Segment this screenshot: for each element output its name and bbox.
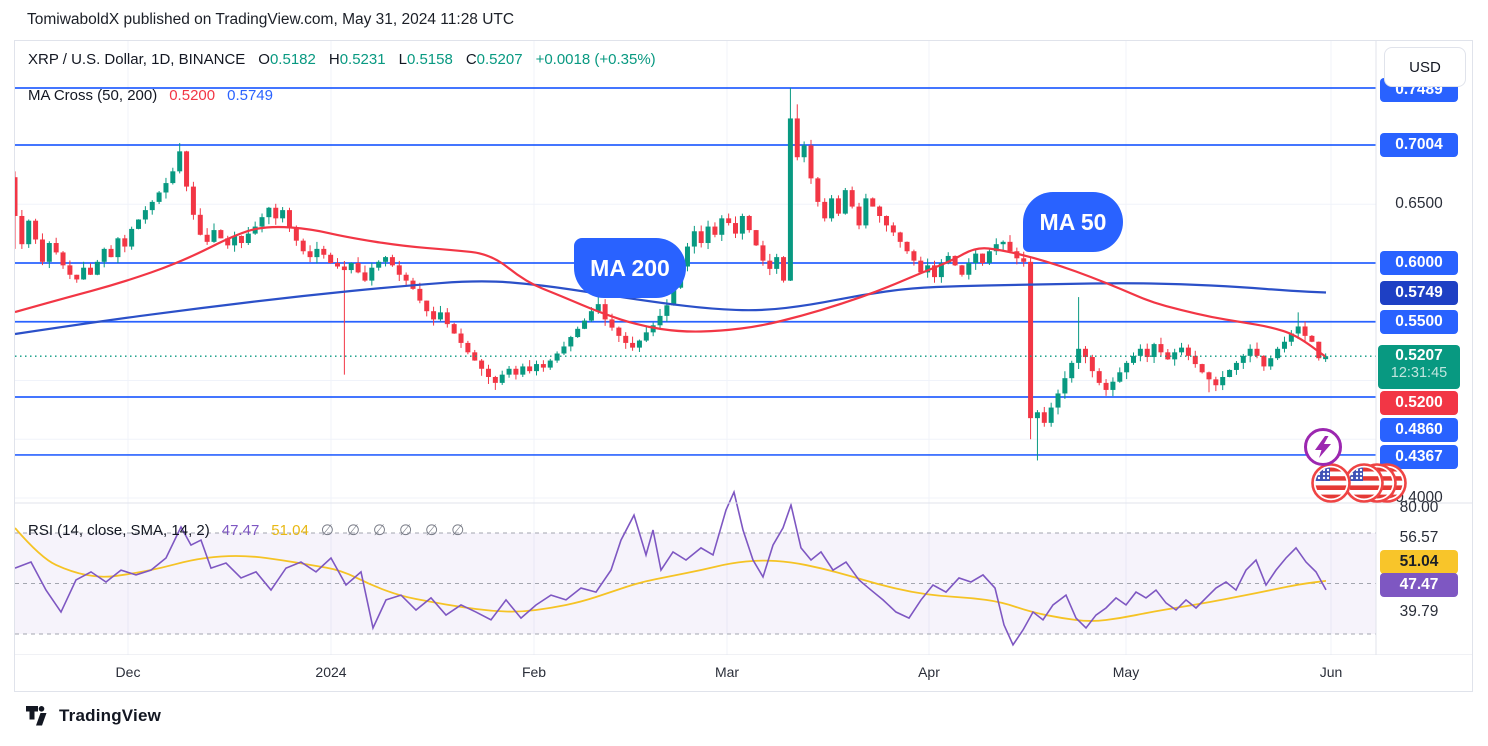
price-axis-label: 51.04 bbox=[1380, 550, 1458, 574]
rsi-empty-plots: ∅ ∅ ∅ ∅ ∅ ∅ bbox=[321, 521, 464, 539]
symbol-legend: XRP / U.S. Dollar, 1D, BINANCE O0.5182 H… bbox=[28, 51, 656, 68]
symbol-title: XRP / U.S. Dollar, 1D, BINANCE bbox=[28, 51, 246, 68]
tradingview-brand-text: TradingView bbox=[59, 706, 162, 725]
price-axis-label: 39.79 bbox=[1399, 603, 1439, 620]
price-axis-label: 0.5200 bbox=[1380, 391, 1458, 415]
price-chart-canvas[interactable] bbox=[15, 41, 1472, 691]
time-axis-label: Feb bbox=[521, 664, 547, 680]
time-axis-label: Mar bbox=[714, 664, 740, 680]
ma200-value: 0.5749 bbox=[227, 87, 273, 104]
ohlc-open: O0.5182 bbox=[258, 51, 316, 68]
rsi-empty-plot-mark: ∅ bbox=[373, 522, 387, 539]
ma50-value: 0.5200 bbox=[169, 87, 216, 104]
price-axis-label: 0.6500 bbox=[1395, 195, 1443, 212]
ma50-bubble[interactable]: MA 50 bbox=[1023, 192, 1123, 252]
ohlc-close: C0.5207 bbox=[465, 51, 523, 68]
rsi-legend: RSI (14, close, SMA, 14, 2) 47.47 51.04 … bbox=[28, 521, 464, 539]
currency-toggle-button[interactable]: USD bbox=[1384, 47, 1466, 87]
time-axis-label: Apr bbox=[918, 664, 940, 680]
us-flag-reaction-icon[interactable] bbox=[1313, 465, 1406, 502]
time-axis-label: Dec bbox=[115, 664, 141, 680]
price-axis-label: 47.47 bbox=[1380, 573, 1458, 597]
lightning-reaction-icon[interactable] bbox=[1304, 428, 1342, 466]
ohlc-low: L0.5158 bbox=[398, 51, 453, 68]
rsi-empty-plot-mark: ∅ bbox=[425, 522, 439, 539]
time-axis-label: Jun bbox=[1319, 664, 1343, 680]
ma-cross-title: MA Cross (50, 200) bbox=[28, 87, 158, 104]
time-axis-label: 2024 bbox=[315, 664, 347, 680]
current-price-badge: 0.5207 12:31:45 bbox=[1378, 345, 1460, 389]
chart-card: XRP / U.S. Dollar, 1D, BINANCE O0.5182 H… bbox=[14, 40, 1473, 692]
rsi-title: RSI (14, close, SMA, 14, 2) bbox=[28, 522, 210, 539]
rsi-empty-plot-mark: ∅ bbox=[399, 522, 413, 539]
price-axis[interactable]: 0.7489 0.7004 0.6500 0.6000 0.5749 0.5500 0.52… bbox=[1378, 41, 1460, 691]
tradingview-logo-icon bbox=[26, 706, 47, 726]
rsi-sma-value: 51.04 bbox=[271, 522, 309, 539]
reaction-icons[interactable] bbox=[1291, 423, 1413, 509]
time-axis[interactable]: Dec 2024 Feb Mar Apr May Jun bbox=[15, 655, 1472, 691]
price-axis-label: 0.4860 bbox=[1380, 418, 1458, 442]
rsi-empty-plot-mark: ∅ bbox=[320, 522, 334, 539]
time-axis-label: May bbox=[1112, 664, 1140, 680]
tradingview-footer-link[interactable]: TradingView bbox=[26, 706, 161, 726]
rsi-empty-plot-mark: ∅ bbox=[346, 522, 360, 539]
price-axis-label: 0.6000 bbox=[1380, 251, 1458, 275]
ma200-bubble[interactable]: MA 200 bbox=[574, 238, 686, 298]
price-axis-label: 0.7004 bbox=[1380, 133, 1458, 157]
ma-cross-legend: MA Cross (50, 200) 0.5200 0.5749 bbox=[28, 87, 273, 104]
price-axis-label: 0.4000 bbox=[1395, 489, 1443, 506]
ohlc-high: H0.5231 bbox=[328, 51, 386, 68]
price-axis-label: 56.57 bbox=[1399, 529, 1439, 546]
published-header: TomiwaboldX published on TradingView.com… bbox=[27, 11, 515, 28]
rsi-value: 47.47 bbox=[221, 522, 260, 539]
price-axis-label: 0.5749 bbox=[1380, 281, 1458, 305]
price-axis-label: 80.00 bbox=[1399, 499, 1439, 516]
rsi-empty-plot-mark: ∅ bbox=[451, 522, 465, 539]
price-axis-label: 0.5500 bbox=[1380, 310, 1458, 334]
change-value: +0.0018 (+0.35%) bbox=[535, 51, 656, 68]
